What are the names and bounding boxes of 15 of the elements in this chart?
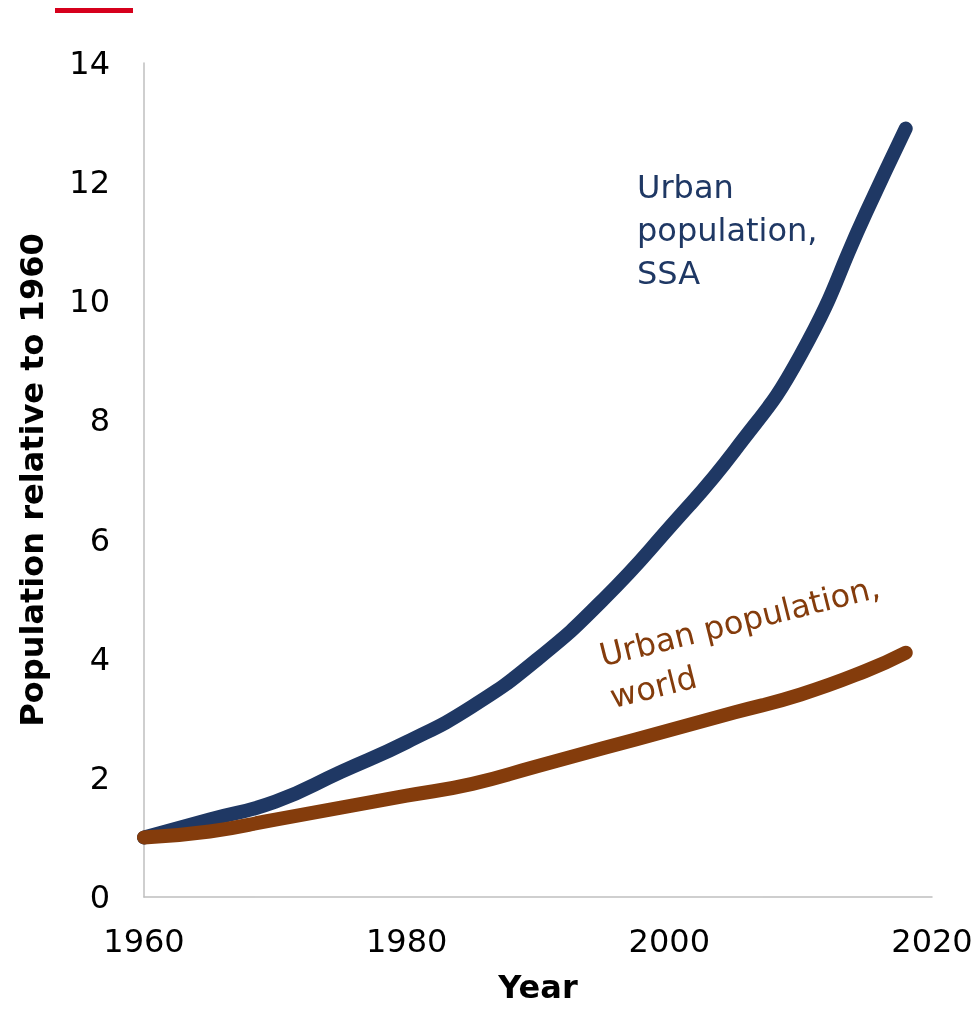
y-tick-label: 12 bbox=[69, 163, 110, 202]
y-tick-label: 2 bbox=[89, 758, 110, 797]
y-tick-label: 0 bbox=[89, 878, 110, 916]
series-label: Urban population, SSA bbox=[637, 167, 828, 292]
y-tick-label: 6 bbox=[89, 520, 110, 559]
x-tick-label: 2000 bbox=[628, 922, 711, 960]
x-tick-label: 1960 bbox=[103, 922, 185, 960]
y-tick-label: 14 bbox=[69, 44, 110, 82]
x-axis-title: Year bbox=[497, 968, 578, 1006]
y-tick-label: 4 bbox=[89, 639, 110, 678]
y-tick-label: 8 bbox=[89, 401, 110, 440]
y-tick-label: 10 bbox=[69, 282, 110, 321]
x-tick-label: 2020 bbox=[891, 922, 973, 960]
y-axis-title: Population relative to 1960 bbox=[13, 233, 51, 727]
x-tick-label: 1980 bbox=[365, 922, 448, 960]
